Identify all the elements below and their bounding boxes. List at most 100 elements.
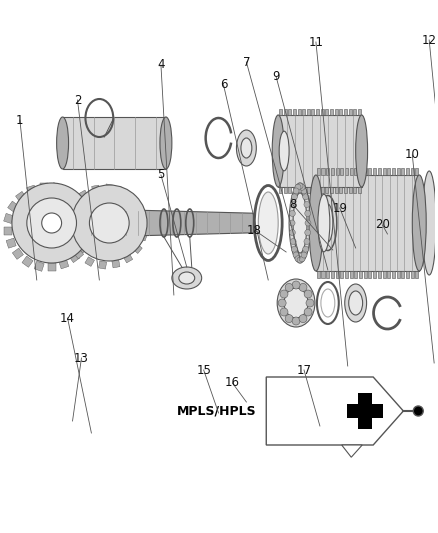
Bar: [401, 271, 404, 278]
Bar: [278, 115, 362, 187]
Bar: [288, 109, 291, 115]
Bar: [105, 184, 113, 192]
Text: 14: 14: [60, 311, 75, 325]
Text: 5: 5: [157, 168, 165, 182]
Bar: [358, 109, 361, 115]
Circle shape: [290, 201, 296, 207]
Bar: [396, 168, 399, 175]
Text: MPLS/HPLS: MPLS/HPLS: [177, 405, 256, 417]
Bar: [74, 249, 84, 259]
Ellipse shape: [237, 130, 256, 166]
Circle shape: [285, 284, 293, 292]
Bar: [396, 271, 399, 278]
Bar: [392, 271, 395, 278]
Bar: [349, 109, 352, 115]
Bar: [117, 187, 127, 196]
Bar: [354, 271, 357, 278]
Bar: [59, 259, 69, 269]
Bar: [411, 168, 414, 175]
Ellipse shape: [293, 193, 307, 253]
Bar: [297, 187, 300, 193]
Circle shape: [89, 203, 129, 243]
Circle shape: [295, 184, 301, 190]
Bar: [344, 109, 347, 115]
Bar: [358, 393, 372, 429]
Circle shape: [292, 281, 300, 289]
Ellipse shape: [318, 194, 330, 252]
Bar: [321, 187, 324, 193]
Bar: [359, 168, 362, 175]
Bar: [27, 185, 37, 195]
Circle shape: [12, 183, 92, 263]
Bar: [373, 271, 376, 278]
Bar: [353, 109, 356, 115]
Bar: [284, 109, 286, 115]
Bar: [330, 187, 333, 193]
Bar: [123, 253, 133, 263]
Bar: [378, 168, 381, 175]
Bar: [284, 187, 286, 193]
Bar: [373, 168, 376, 175]
Text: 2: 2: [74, 93, 81, 107]
Bar: [40, 183, 48, 191]
Circle shape: [71, 185, 147, 261]
Bar: [354, 168, 357, 175]
Bar: [382, 168, 385, 175]
Circle shape: [280, 290, 288, 298]
Bar: [350, 168, 353, 175]
Bar: [63, 117, 166, 169]
Ellipse shape: [272, 115, 284, 187]
Bar: [336, 168, 339, 175]
Bar: [288, 187, 291, 193]
Bar: [48, 263, 56, 271]
Bar: [77, 241, 88, 253]
Bar: [316, 187, 319, 193]
Bar: [82, 230, 92, 240]
Bar: [69, 252, 80, 263]
Bar: [321, 109, 324, 115]
Bar: [138, 232, 148, 241]
Bar: [330, 109, 333, 115]
Circle shape: [290, 230, 295, 236]
Bar: [335, 187, 338, 193]
Bar: [347, 404, 383, 418]
Bar: [4, 213, 14, 223]
Polygon shape: [266, 377, 403, 445]
Bar: [406, 168, 409, 175]
Bar: [339, 109, 342, 115]
Bar: [7, 201, 19, 212]
Circle shape: [305, 230, 311, 236]
Bar: [279, 187, 282, 193]
Bar: [16, 191, 27, 203]
Bar: [331, 271, 334, 278]
Bar: [316, 109, 319, 115]
Bar: [350, 271, 353, 278]
Circle shape: [293, 188, 299, 194]
Bar: [302, 187, 305, 193]
Bar: [359, 271, 362, 278]
Ellipse shape: [412, 175, 426, 271]
Bar: [12, 248, 23, 260]
Bar: [340, 271, 343, 278]
Bar: [69, 199, 79, 209]
Circle shape: [42, 213, 62, 233]
Text: 4: 4: [157, 59, 165, 71]
Bar: [331, 168, 334, 175]
Bar: [321, 271, 325, 278]
Circle shape: [295, 256, 301, 262]
Bar: [307, 187, 310, 193]
Text: 7: 7: [243, 55, 250, 69]
Bar: [92, 185, 100, 193]
Polygon shape: [342, 445, 362, 457]
Bar: [349, 187, 352, 193]
Bar: [84, 219, 92, 227]
Bar: [345, 168, 348, 175]
Bar: [326, 168, 329, 175]
Ellipse shape: [323, 204, 333, 242]
Bar: [340, 168, 343, 175]
Bar: [22, 256, 33, 267]
Bar: [132, 244, 142, 254]
Bar: [99, 261, 106, 269]
Bar: [382, 271, 385, 278]
Circle shape: [285, 314, 293, 322]
